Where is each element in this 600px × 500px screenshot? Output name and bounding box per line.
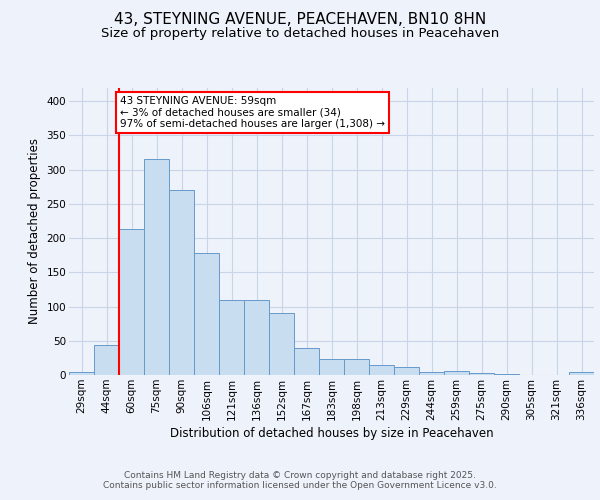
Bar	[69, 372, 94, 375]
Bar	[294, 348, 319, 375]
Bar	[94, 345, 119, 375]
Bar	[119, 229, 144, 375]
Bar	[569, 372, 594, 375]
Bar	[144, 160, 169, 375]
Bar	[419, 372, 444, 375]
Bar	[444, 371, 469, 375]
Bar	[269, 314, 294, 375]
Bar	[394, 368, 419, 375]
Bar	[344, 358, 369, 375]
Bar	[194, 253, 219, 375]
Bar	[169, 190, 194, 375]
Text: Size of property relative to detached houses in Peacehaven: Size of property relative to detached ho…	[101, 28, 499, 40]
Text: 43, STEYNING AVENUE, PEACEHAVEN, BN10 8HN: 43, STEYNING AVENUE, PEACEHAVEN, BN10 8H…	[114, 12, 486, 28]
Bar	[369, 364, 394, 375]
Bar	[219, 300, 244, 375]
Bar	[244, 300, 269, 375]
Bar	[469, 373, 494, 375]
Bar	[494, 374, 519, 375]
Text: Contains HM Land Registry data © Crown copyright and database right 2025.
Contai: Contains HM Land Registry data © Crown c…	[103, 470, 497, 490]
X-axis label: Distribution of detached houses by size in Peacehaven: Distribution of detached houses by size …	[170, 427, 493, 440]
Bar	[319, 360, 344, 375]
Text: 43 STEYNING AVENUE: 59sqm
← 3% of detached houses are smaller (34)
97% of semi-d: 43 STEYNING AVENUE: 59sqm ← 3% of detach…	[120, 96, 385, 129]
Y-axis label: Number of detached properties: Number of detached properties	[28, 138, 41, 324]
